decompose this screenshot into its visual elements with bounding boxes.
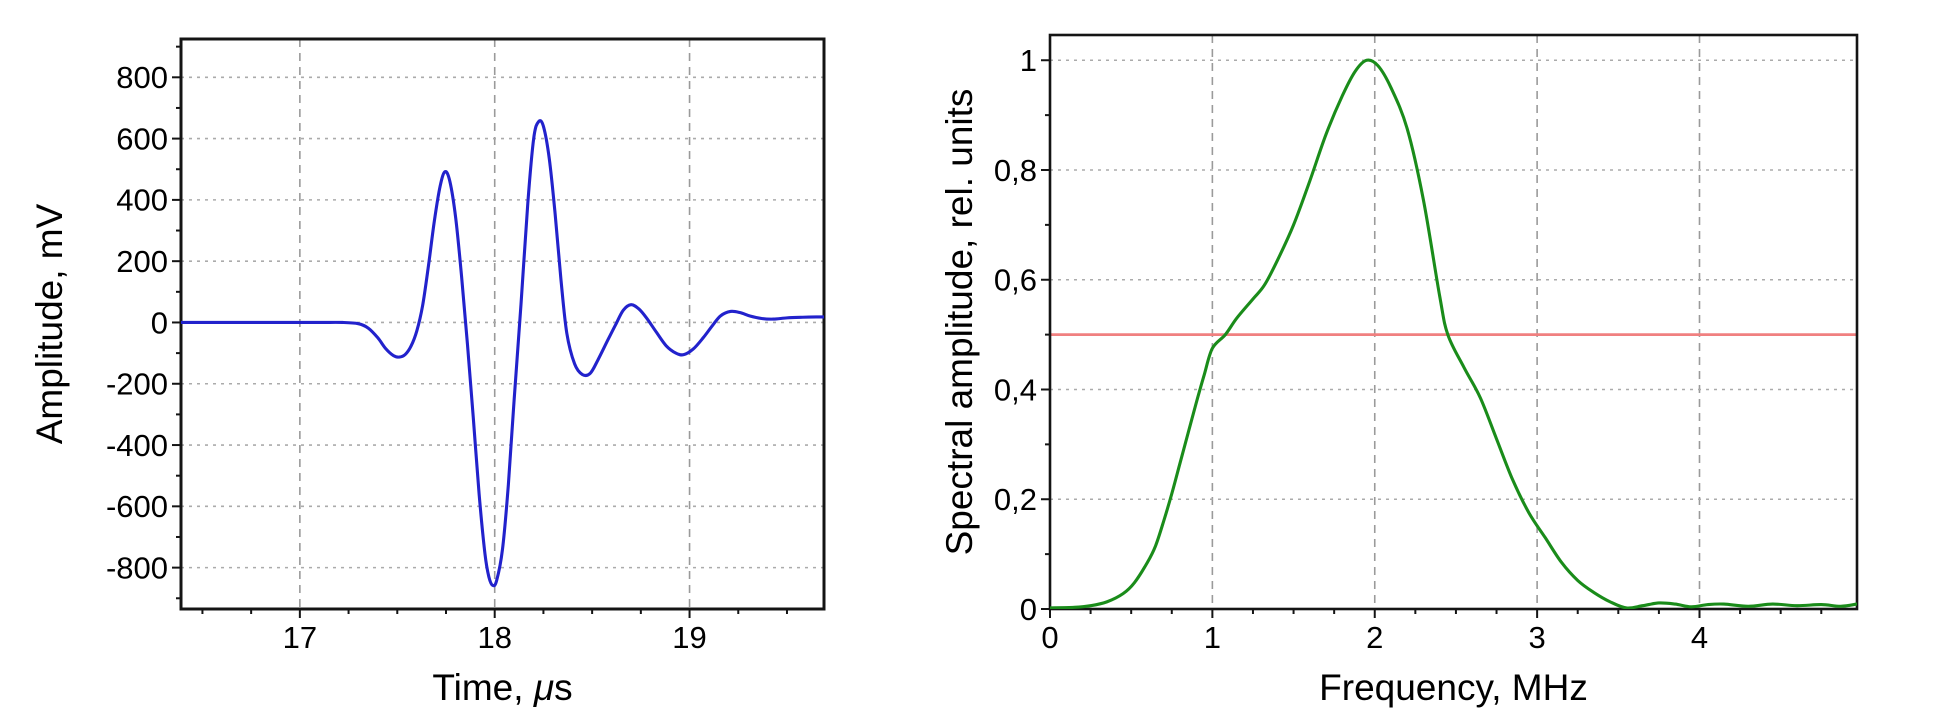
tick-marks: [172, 45, 788, 618]
y-tick-label: 0: [151, 305, 168, 340]
y-axis-title: Spectral amplitude, rel. units: [939, 89, 980, 556]
y-tick-label: 200: [116, 244, 168, 279]
y-axis-title: Amplitude, mV: [29, 203, 70, 444]
gridlines: [1050, 35, 1857, 609]
y-tick-label: -800: [106, 550, 168, 585]
y-tick-label: -400: [106, 428, 168, 463]
x-tick-label: 4: [1691, 620, 1708, 655]
x-tick-label: 2: [1366, 620, 1383, 655]
y-tick-label: 800: [116, 60, 168, 95]
x-tick-label: 3: [1528, 620, 1545, 655]
y-tick-label: -600: [106, 489, 168, 524]
echo-waveform-line: [181, 119, 824, 588]
y-tick-label: 0,6: [994, 263, 1037, 298]
y-tick-label: 0,4: [994, 372, 1037, 407]
spectrum-line: [1050, 58, 1857, 609]
y-tick-label: 400: [116, 183, 168, 218]
x-tick-label: 0: [1041, 620, 1058, 655]
waveform-chart: 17 18 19 800 600 400 200 0 -200 -400 -600 -800 Time,…: [29, 37, 826, 708]
gridlines: [181, 39, 824, 609]
y-tick-label: -200: [106, 367, 168, 402]
y-tick-label: 0,8: [994, 153, 1037, 188]
y-tick-label: 1: [1020, 43, 1037, 78]
y-tick-label: 600: [116, 121, 168, 156]
tick-marks: [1041, 59, 1823, 618]
spectrum-chart: 0 1 2 3 4 1 0,8 0,6 0,4 0,2 0 Frequency, MHz Spectra…: [939, 33, 1859, 708]
x-tick-label: 1: [1204, 620, 1221, 655]
x-tick-label: 19: [672, 620, 706, 655]
x-axis-title: Frequency, MHz: [1319, 667, 1588, 708]
y-tick-label: 0: [1020, 592, 1037, 627]
x-axis-title: Time, μs: [432, 667, 572, 708]
x-tick-label: 17: [283, 620, 317, 655]
x-tick-label: 18: [477, 620, 511, 655]
y-tick-label: 0,2: [994, 482, 1037, 517]
plot-frame: [1048, 33, 1859, 611]
